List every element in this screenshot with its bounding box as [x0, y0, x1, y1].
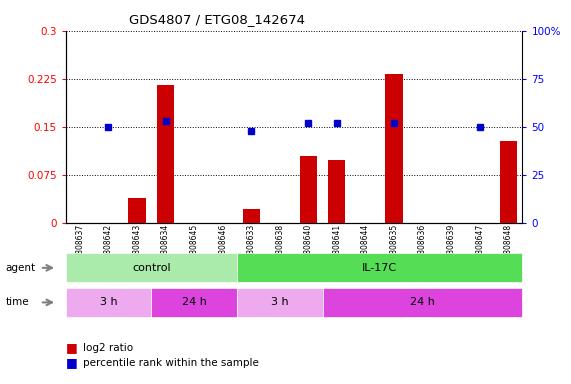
Text: ■: ■: [66, 356, 78, 369]
Bar: [500, 141, 517, 223]
Text: log2 ratio: log2 ratio: [83, 343, 133, 353]
Text: percentile rank within the sample: percentile rank within the sample: [83, 358, 259, 368]
Bar: [243, 209, 260, 223]
Text: agent: agent: [6, 263, 36, 273]
Text: GDS4807 / ETG08_142674: GDS4807 / ETG08_142674: [129, 13, 305, 26]
Bar: [128, 199, 146, 223]
Text: control: control: [132, 263, 171, 273]
Bar: [385, 74, 403, 223]
Text: ■: ■: [66, 341, 78, 354]
Text: IL-17C: IL-17C: [362, 263, 397, 273]
Bar: [300, 156, 317, 223]
Text: 3 h: 3 h: [271, 297, 288, 308]
Text: 3 h: 3 h: [100, 297, 117, 308]
Text: 24 h: 24 h: [182, 297, 207, 308]
Text: time: time: [6, 297, 29, 308]
Text: 24 h: 24 h: [410, 297, 435, 308]
Bar: [328, 160, 345, 223]
Bar: [157, 85, 174, 223]
